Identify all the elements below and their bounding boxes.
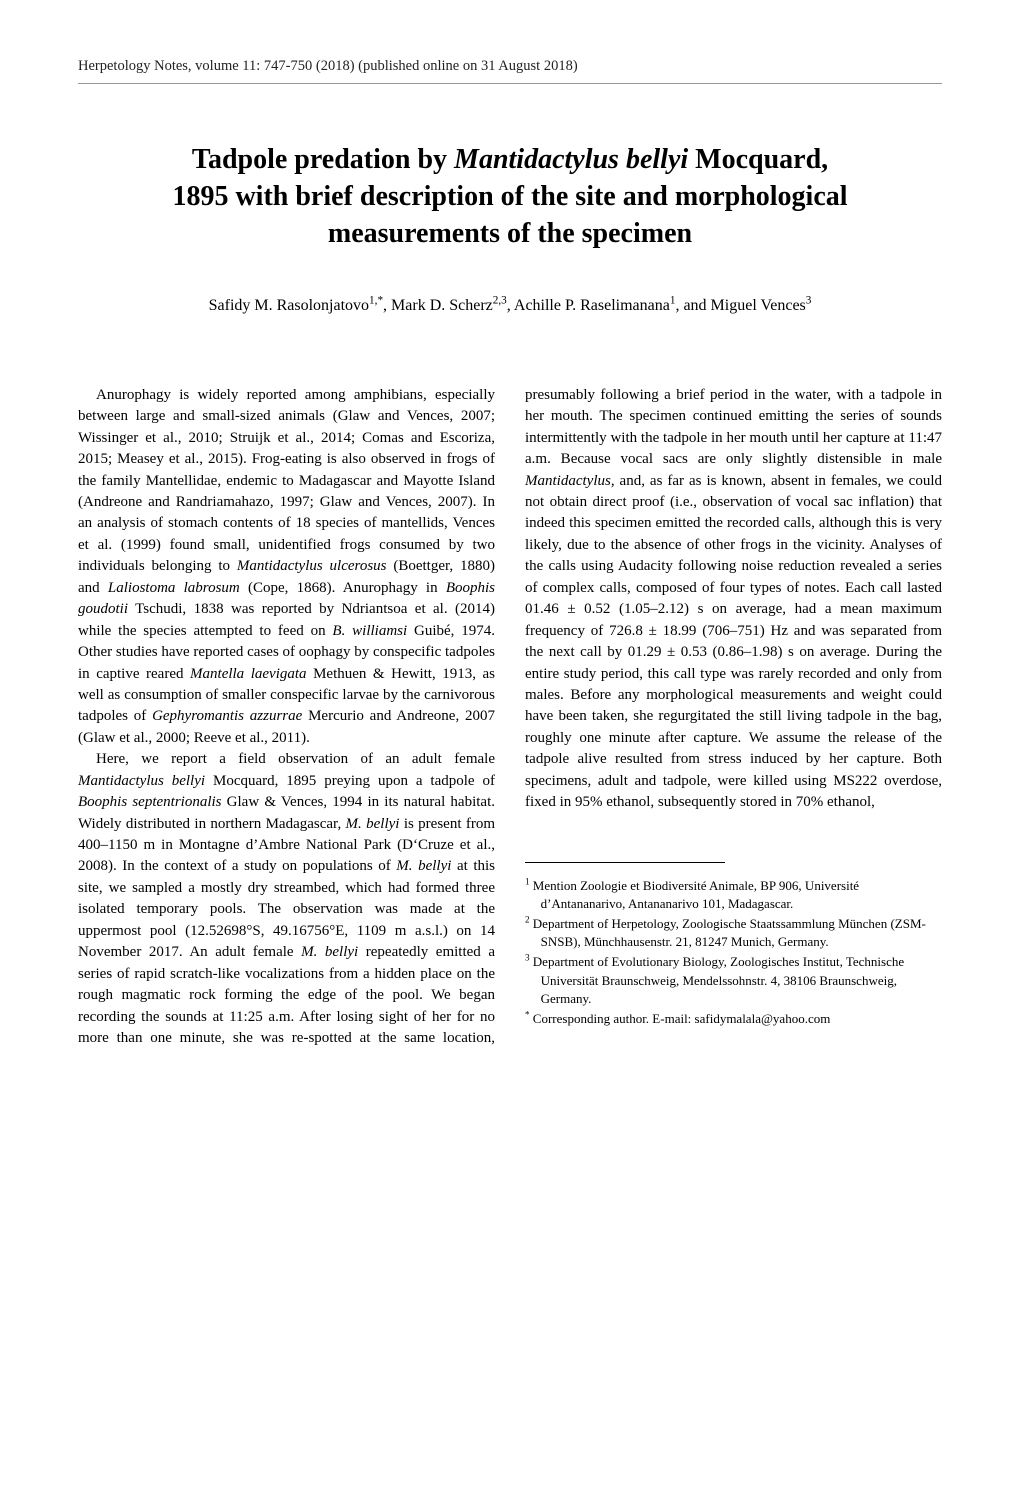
title-line-1: Tadpole predation by Mantidactylus belly…: [192, 144, 828, 175]
title-line-2: 1895 with brief description of the site …: [172, 181, 847, 212]
journal-running-head: Herpetology Notes, volume 11: 747-750 (2…: [78, 58, 942, 84]
affiliation-1: 1 Mention Zoologie et Biodiversité Anima…: [525, 877, 942, 913]
article-title: Tadpole predation by Mantidactylus belly…: [118, 142, 902, 253]
affiliation-3: 3 Department of Evolutionary Biology, Zo…: [525, 953, 942, 1008]
corresponding-author: * Corresponding author. E-mail: safidyma…: [525, 1010, 942, 1028]
affiliations-block: 1 Mention Zoologie et Biodiversité Anima…: [525, 862, 942, 1029]
body-columns: Anurophagy is widely reported among amph…: [78, 385, 942, 1050]
affiliation-2: 2 Department of Herpetology, Zoologische…: [525, 915, 942, 951]
author-line: Safidy M. Rasolonjatovo1,*, Mark D. Sche…: [78, 297, 942, 315]
affiliations-rule: [525, 862, 725, 863]
title-line-3: measurements of the specimen: [328, 218, 692, 249]
body-paragraph-1: Anurophagy is widely reported among amph…: [78, 385, 495, 749]
